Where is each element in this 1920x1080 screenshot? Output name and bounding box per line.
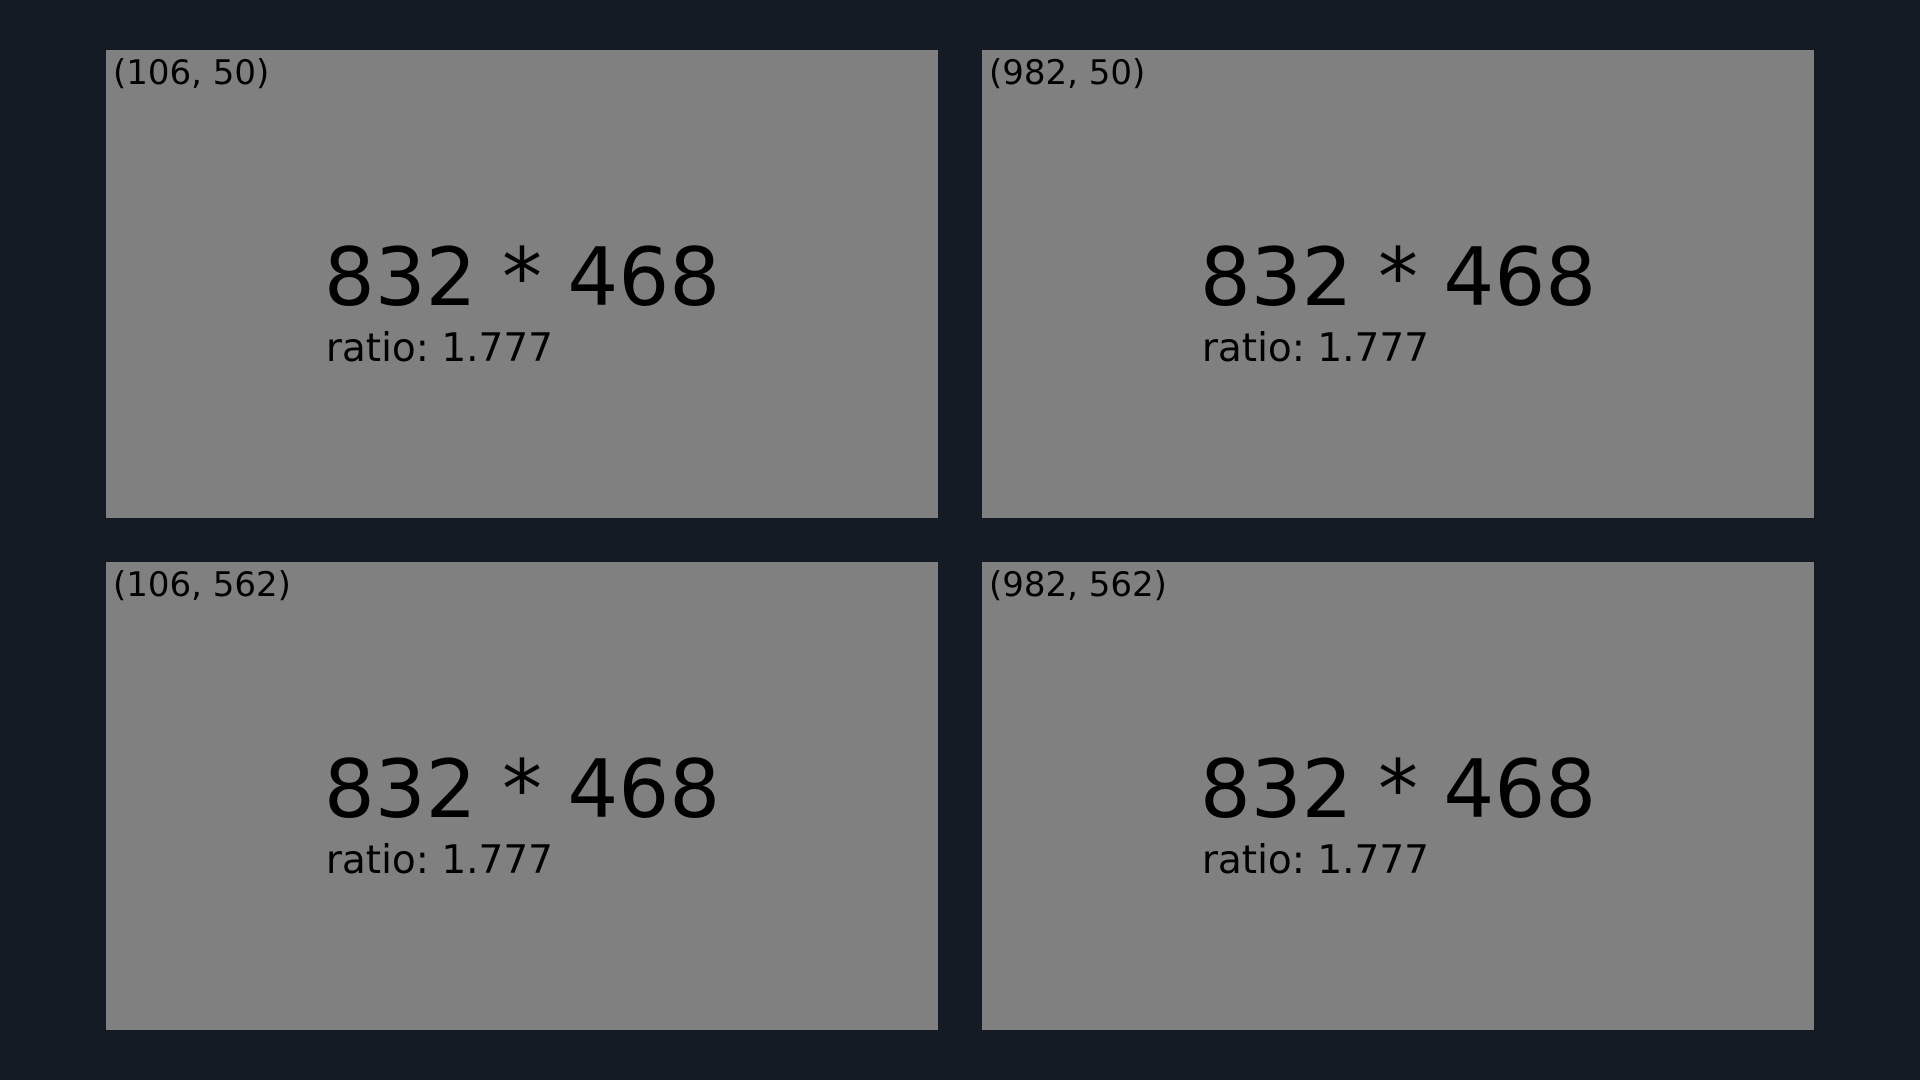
panel-dimensions: 832 * 468 [323, 743, 721, 836]
panel-bottom-left: (106, 562) 832 * 468 ratio: 1.777 [106, 562, 938, 1030]
panel-coordinate-label: (106, 562) [113, 565, 291, 605]
panel-dimensions: 832 * 468 [323, 231, 721, 324]
panel-ratio: ratio: 1.777 [1201, 838, 1429, 883]
panel-top-right: (982, 50) 832 * 468 ratio: 1.777 [982, 50, 1814, 518]
panel-dimensions: 832 * 468 [1199, 231, 1597, 324]
panel-coordinate-label: (106, 50) [113, 53, 270, 93]
panel-coordinate-label: (982, 50) [989, 53, 1146, 93]
panel-ratio: ratio: 1.777 [325, 326, 553, 371]
panel-dimensions: 832 * 468 [1199, 743, 1597, 836]
panel-bottom-right: (982, 562) 832 * 468 ratio: 1.777 [982, 562, 1814, 1030]
panel-coordinate-label: (982, 562) [989, 565, 1167, 605]
panel-ratio: ratio: 1.777 [1201, 326, 1429, 371]
panel-top-left: (106, 50) 832 * 468 ratio: 1.777 [106, 50, 938, 518]
panel-ratio: ratio: 1.777 [325, 838, 553, 883]
